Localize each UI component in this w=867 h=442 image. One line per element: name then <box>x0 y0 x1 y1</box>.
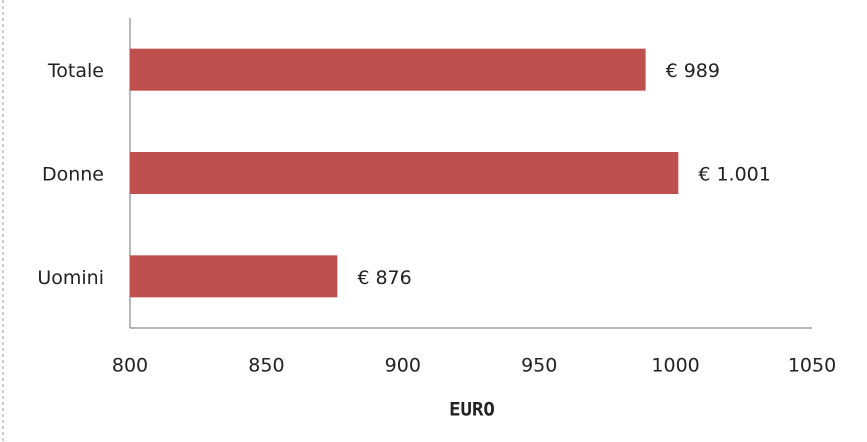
y-tick-label: Donne <box>42 164 104 186</box>
x-tick-label: 950 <box>521 355 557 377</box>
y-tick-label: Uomini <box>37 267 104 289</box>
x-tick-label: 1050 <box>788 355 836 377</box>
bar <box>130 152 679 194</box>
bar <box>130 255 338 298</box>
value-label: € 989 <box>666 60 720 82</box>
x-tick-label: 800 <box>112 355 148 377</box>
x-tick-label: 1000 <box>651 355 699 377</box>
x-tick-label: 900 <box>385 355 421 377</box>
x-axis-label: EURO <box>449 399 495 421</box>
x-tick-label: 850 <box>248 355 284 377</box>
bar <box>130 48 646 91</box>
y-tick-label: Totale <box>47 60 104 82</box>
value-label: € 876 <box>357 267 411 289</box>
value-label: € 1.001 <box>698 164 771 186</box>
